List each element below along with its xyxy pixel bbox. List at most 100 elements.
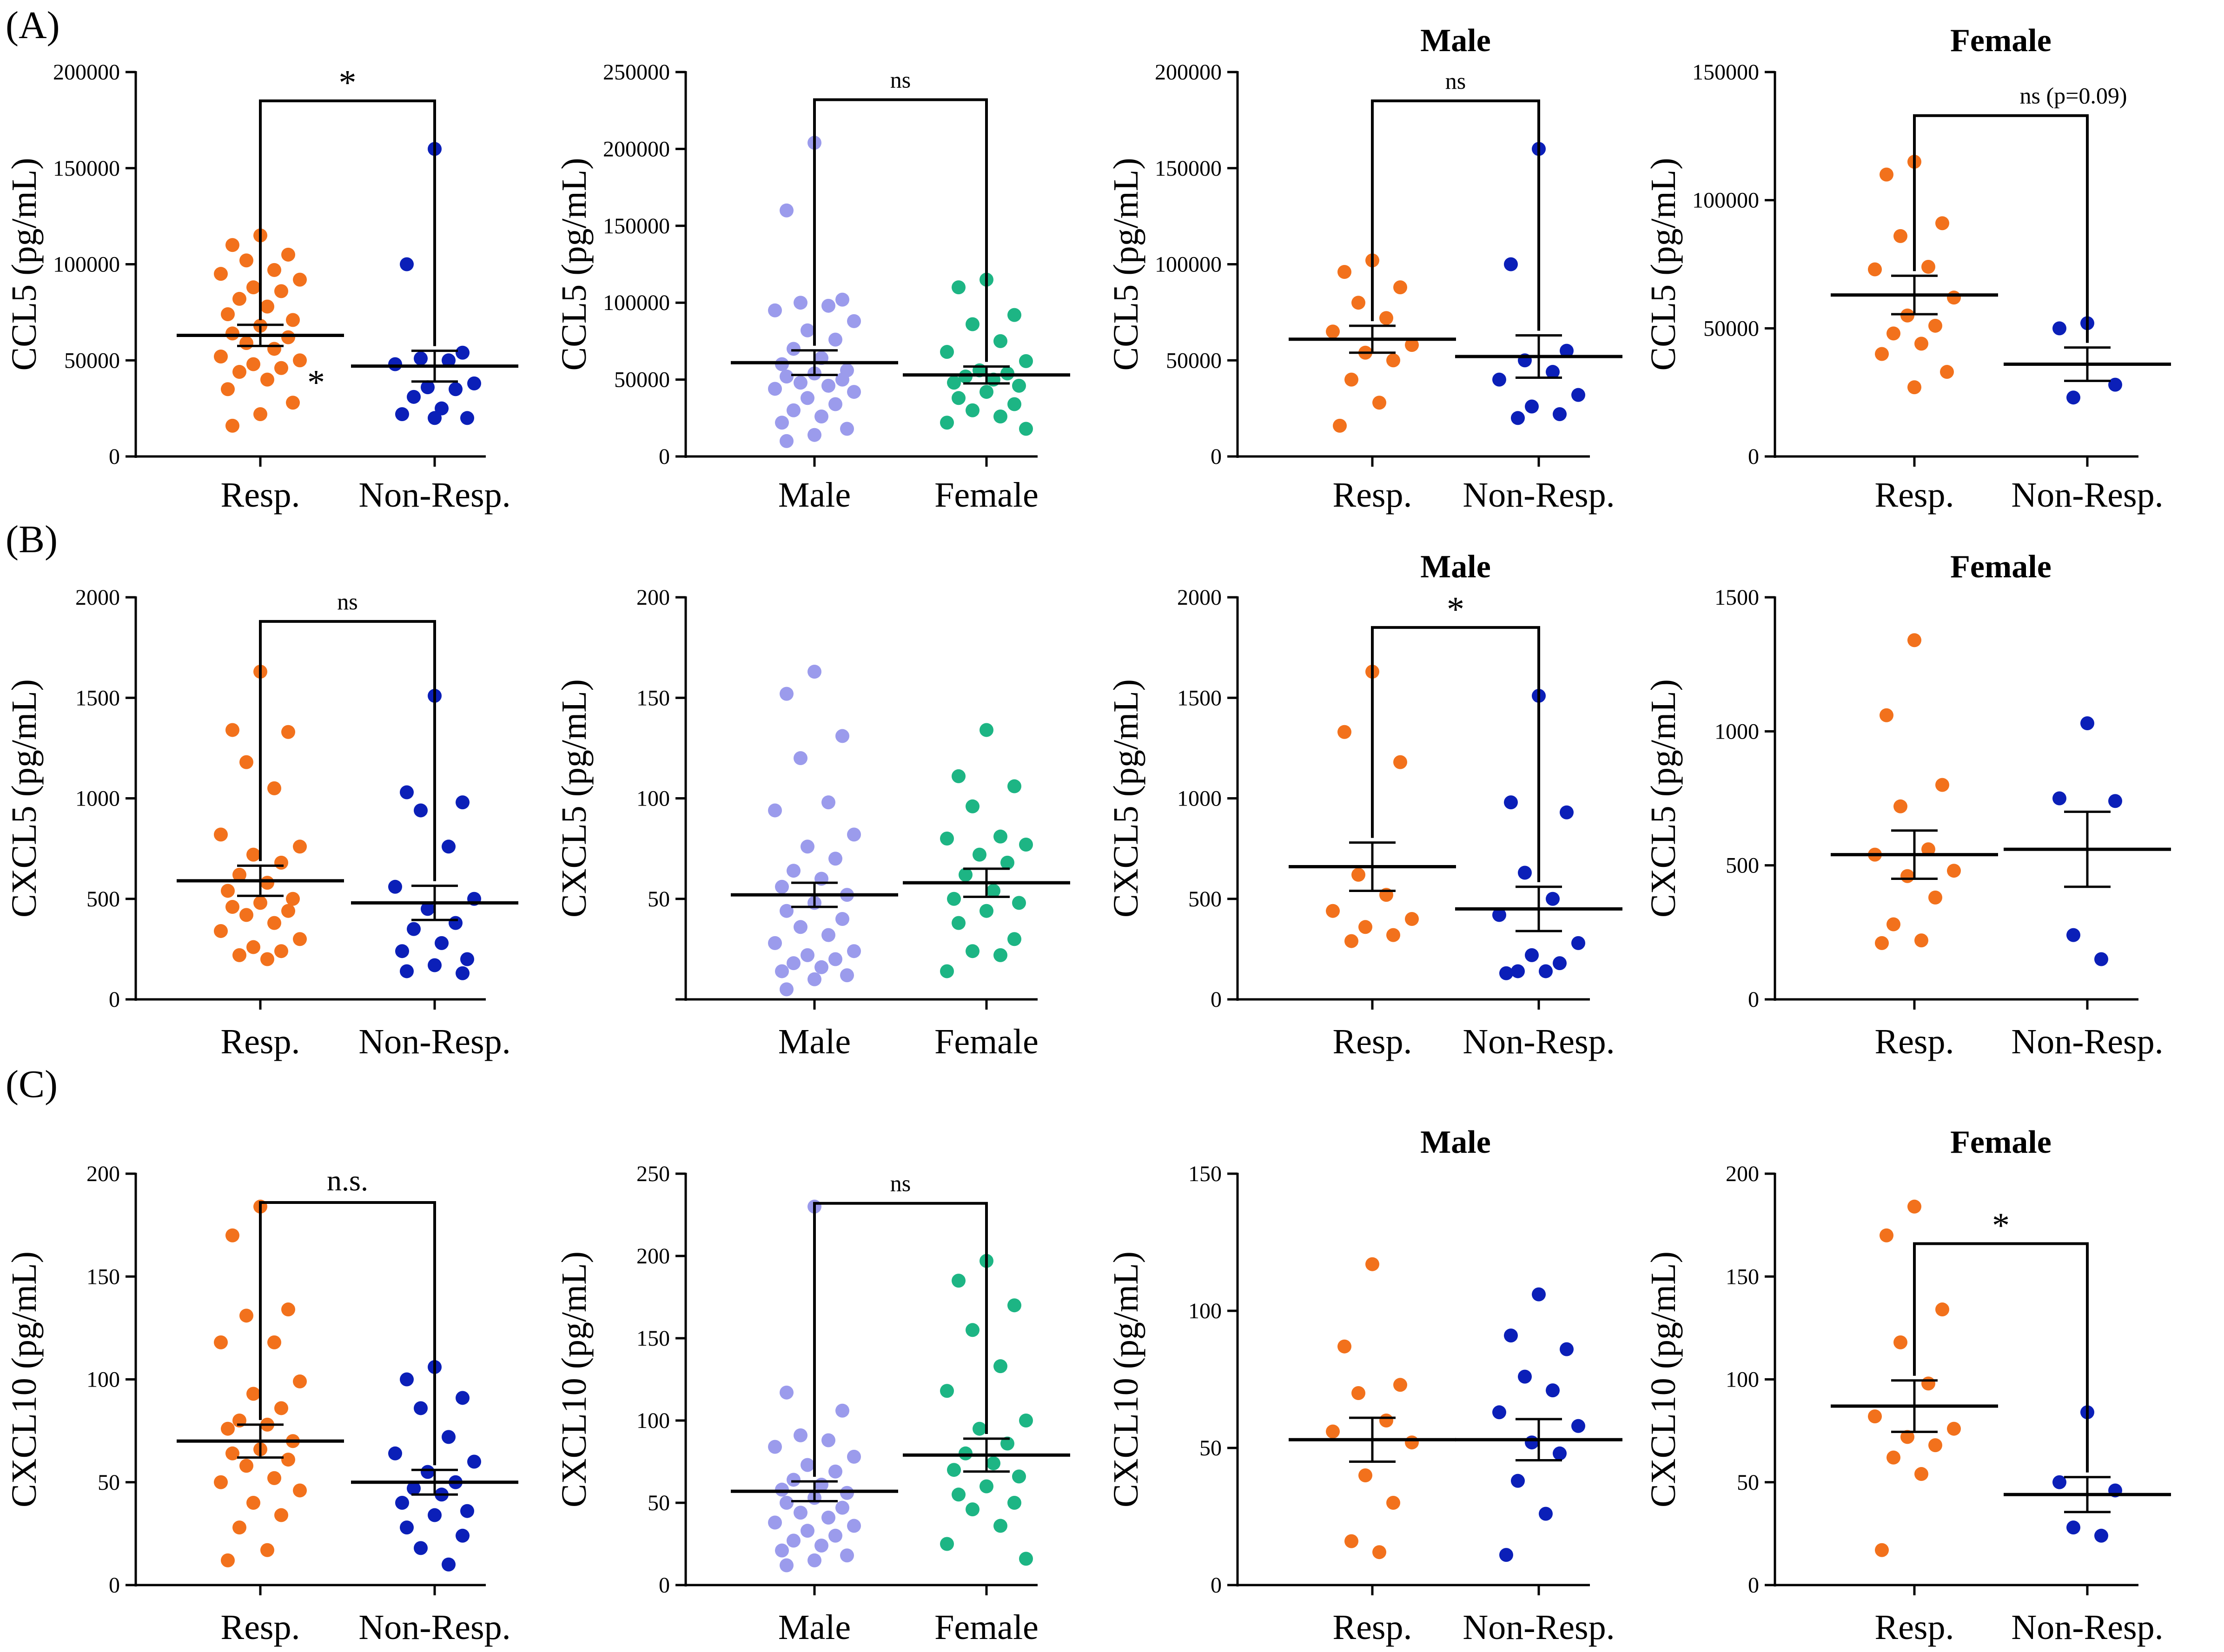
data-point — [239, 1308, 253, 1323]
x-tick-label: Resp. — [221, 476, 300, 515]
data-point — [966, 403, 980, 417]
data-point — [407, 922, 421, 936]
y-axis-label: CCL5 (pg/mL) — [1106, 158, 1145, 370]
data-point — [1504, 257, 1518, 271]
data-point — [780, 904, 794, 918]
data-point — [966, 799, 980, 813]
data-point — [794, 1506, 808, 1520]
y-axis-label: CXCL10 (pg/mL) — [1106, 1251, 1145, 1507]
data-point — [993, 409, 1007, 423]
data-point — [1007, 779, 1021, 793]
data-point — [407, 390, 421, 404]
data-point — [1921, 260, 1935, 274]
x-tick-label: Non-Resp. — [1463, 476, 1615, 515]
y-tick-label: 100000 — [1155, 252, 1222, 277]
data-point — [966, 1323, 980, 1337]
significance-label: n.s. — [327, 1164, 368, 1197]
data-point — [1553, 1446, 1567, 1460]
y-tick-label: 0 — [1211, 987, 1222, 1012]
data-point — [1337, 725, 1351, 739]
data-point — [1386, 353, 1400, 368]
x-tick-label: Non-Resp. — [2011, 1022, 2163, 1061]
y-tick-label: 1500 — [1714, 585, 1759, 610]
y-axis-label: CXCL5 (pg/mL) — [1106, 679, 1145, 918]
y-tick-label: 200 — [86, 1162, 120, 1186]
y-tick-label: 0 — [1211, 1573, 1222, 1598]
data-point — [1900, 869, 1914, 883]
y-tick-label: 200000 — [1155, 60, 1222, 85]
data-point — [1571, 936, 1585, 950]
data-point — [1571, 388, 1585, 402]
data-point — [1372, 1545, 1386, 1559]
significance-label: * — [339, 63, 357, 102]
y-tick-label: 200000 — [53, 60, 120, 85]
panel-a4: Resp. Non-Resp. 0 50000 100000 150000 CCL5 (pg… — [1644, 23, 2171, 515]
data-point — [214, 827, 228, 842]
data-point — [274, 944, 288, 958]
data-point — [940, 1384, 954, 1398]
data-point — [456, 1528, 470, 1543]
y-tick-label: 50 — [648, 887, 670, 912]
data-point — [768, 382, 782, 396]
data-point — [400, 785, 414, 800]
data-point — [952, 916, 966, 930]
data-point — [293, 272, 307, 287]
data-point — [1875, 936, 1889, 950]
significance-bracket — [259, 620, 436, 881]
data-point — [775, 964, 789, 978]
data-point — [1571, 1419, 1585, 1433]
data-point — [1875, 1543, 1889, 1557]
data-point — [768, 303, 782, 317]
data-point — [775, 879, 789, 894]
y-tick-label: 0 — [109, 444, 120, 469]
data-point — [239, 755, 253, 769]
data-point — [414, 1401, 428, 1415]
data-point — [460, 952, 474, 966]
data-point — [1393, 280, 1407, 295]
data-point — [1019, 422, 1033, 436]
data-point — [1379, 311, 1393, 325]
data-point — [986, 1456, 1000, 1471]
data-point — [1007, 1298, 1021, 1313]
data-point — [787, 342, 801, 356]
panel-c1: Resp. Non-Resp. 0 50 100 150 200 CXCL10 (pg/mL)… — [5, 1162, 518, 1647]
data-point — [253, 896, 267, 910]
data-point — [1019, 354, 1033, 368]
data-point — [2094, 1528, 2108, 1543]
data-point — [2052, 321, 2066, 336]
y-tick-label: 150 — [1188, 1162, 1222, 1186]
data-point — [993, 948, 1007, 962]
data-point — [959, 1446, 973, 1460]
data-point — [1880, 167, 1893, 182]
data-point — [260, 1543, 274, 1557]
data-point — [1504, 1328, 1518, 1343]
data-point — [801, 323, 814, 337]
panel-b1: Resp. Non-Resp. 0 500 1000 1500 2000 CXCL5 (pg/… — [5, 585, 518, 1061]
data-point — [1928, 318, 1942, 333]
data-point — [1947, 1421, 1961, 1436]
data-point — [1900, 1430, 1914, 1444]
data-point — [787, 956, 801, 971]
data-point — [940, 345, 954, 359]
x-tick-label: Resp. — [221, 1608, 300, 1647]
data-point — [246, 847, 260, 862]
data-point — [1553, 956, 1567, 971]
data-point — [840, 1486, 854, 1500]
panel-c2: Male Female 0 50 100 150 200 250 CXCL10 (pg/mL) n… — [555, 1162, 1070, 1647]
data-point — [768, 1440, 782, 1454]
y-tick-label: 1000 — [1177, 786, 1222, 811]
y-axis-label: CXCL5 (pg/mL) — [555, 679, 594, 918]
significance-bracket — [1371, 99, 1540, 331]
x-tick-label: Resp. — [1875, 1608, 1954, 1647]
data-point — [293, 353, 307, 368]
data-point — [847, 385, 861, 399]
data-point — [835, 1500, 849, 1515]
data-point — [801, 839, 814, 854]
panel-title: Female — [1950, 549, 2052, 585]
data-point — [225, 1446, 239, 1460]
y-axis-label: CCL5 (pg/mL) — [5, 158, 44, 370]
y-tick-label: 100 — [1188, 1299, 1222, 1323]
data-point — [808, 1553, 821, 1567]
data-point — [267, 916, 281, 930]
data-point — [1532, 1287, 1546, 1302]
